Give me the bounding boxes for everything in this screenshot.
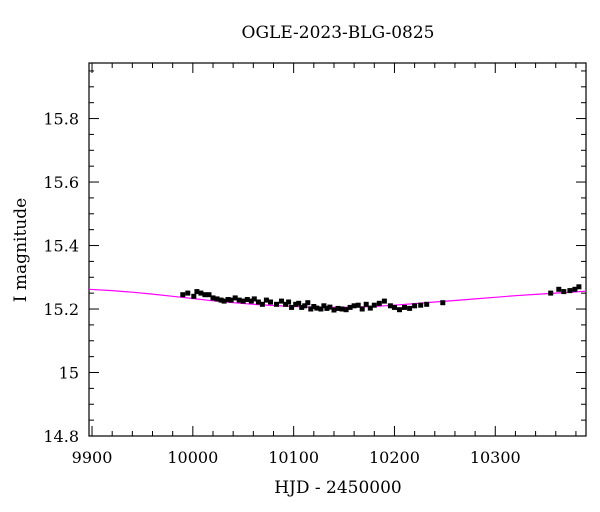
y-tick-label: 14.8 — [43, 427, 79, 446]
data-point — [335, 305, 341, 311]
data-point — [576, 284, 582, 290]
data-point — [308, 306, 314, 312]
data-point — [397, 307, 402, 313]
data-point — [324, 305, 330, 311]
data-point — [198, 290, 204, 296]
data-point — [263, 297, 269, 303]
data-point — [567, 288, 573, 294]
data-point — [240, 298, 246, 304]
data-point — [548, 290, 554, 296]
data-point — [387, 303, 393, 309]
data-point — [236, 297, 242, 303]
data-point — [296, 300, 302, 306]
data-point — [194, 289, 200, 295]
data-point — [286, 299, 292, 305]
data-point — [402, 304, 407, 310]
data-point — [228, 297, 234, 303]
data-point — [407, 305, 413, 311]
data-point — [214, 296, 220, 302]
data-point — [351, 303, 357, 309]
data-point — [305, 300, 311, 306]
y-tick-label: 15.2 — [43, 300, 79, 319]
data-point — [318, 306, 324, 312]
data-point — [244, 297, 250, 302]
y-tick-label: 15.6 — [43, 173, 79, 192]
data-point — [299, 304, 305, 310]
data-point — [327, 304, 333, 310]
plot-area: 9900 10000 10100 10200 10300 14.8 15 15.2 15.4 15… — [43, 62, 587, 467]
data-point — [206, 292, 212, 298]
y-tick-label: 15.8 — [43, 110, 79, 129]
data-point — [440, 300, 446, 306]
chart-title: OGLE-2023-BLG-0825 — [242, 23, 435, 43]
data-point — [274, 301, 279, 307]
data-point — [225, 297, 231, 302]
x-tick-label: 10100 — [268, 448, 319, 467]
data-point — [248, 298, 254, 304]
model-curve — [88, 288, 587, 308]
data-point — [202, 292, 208, 298]
y-tick-label: 15 — [59, 364, 79, 383]
x-tick-label: 10200 — [369, 448, 420, 467]
data-point — [561, 289, 567, 295]
data-point — [268, 299, 273, 305]
data-point — [180, 292, 186, 298]
data-point — [218, 297, 224, 303]
x-tick-label: 9900 — [72, 448, 113, 467]
data-point — [381, 298, 387, 304]
data-point — [367, 305, 373, 311]
data-point — [259, 301, 265, 307]
data-point — [412, 303, 418, 309]
data-point — [321, 303, 327, 309]
data-point — [210, 295, 216, 301]
data-point — [302, 303, 308, 309]
data-point — [279, 298, 284, 304]
data-point — [331, 307, 337, 313]
data-point — [221, 298, 227, 304]
data-point — [418, 302, 424, 308]
data-point — [191, 293, 197, 299]
x-axis-label: HJD - 2450000 — [274, 478, 402, 498]
data-point — [339, 306, 345, 312]
data-point — [251, 296, 257, 302]
y-axis-label: I magnitude — [11, 198, 31, 302]
data-point — [392, 304, 397, 310]
data-point — [232, 295, 238, 301]
data-point — [363, 301, 369, 307]
plot-frame — [88, 62, 587, 437]
data-point — [314, 305, 320, 311]
data-point — [283, 301, 289, 307]
y-tick-label: 15.4 — [43, 237, 79, 256]
x-tick-label: 10000 — [167, 448, 218, 467]
data-point — [311, 304, 317, 309]
data-point — [376, 300, 382, 306]
data-point — [556, 286, 562, 292]
data-point — [359, 306, 365, 312]
data-point — [572, 286, 578, 292]
data-point — [371, 302, 377, 308]
data-point — [424, 301, 430, 307]
data-point — [185, 290, 191, 296]
data-point — [343, 307, 349, 313]
x-tick-label: 10300 — [470, 448, 521, 467]
data-point — [347, 304, 353, 310]
data-point — [289, 304, 295, 310]
data-point — [293, 301, 299, 307]
data-point — [255, 299, 261, 305]
data-point — [355, 302, 361, 308]
